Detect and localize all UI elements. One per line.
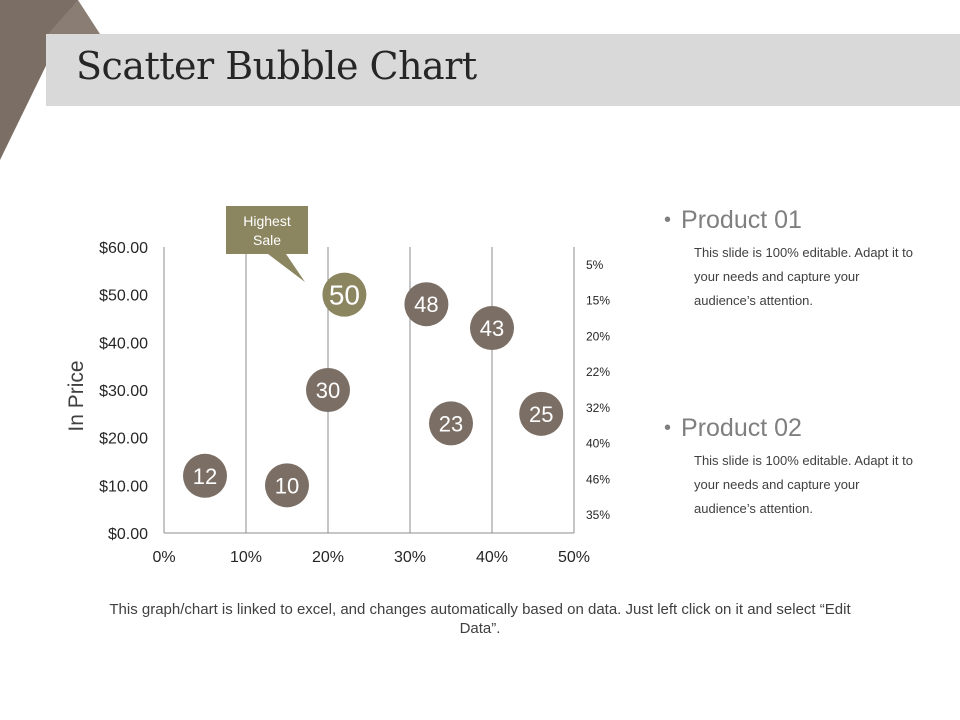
bubble [306, 368, 350, 412]
legend-description: This slide is 100% editable. Adapt it to… [694, 453, 913, 516]
y-tick-label: $10.00 [99, 478, 148, 495]
x-tick-label: 10% [230, 549, 262, 566]
x-tick-label: 20% [312, 549, 344, 566]
legend-title: Product 01 [681, 206, 802, 234]
secondary-axis-label: 15% [586, 294, 610, 308]
legend-title: Product 02 [681, 414, 802, 442]
x-tick-label: 50% [558, 549, 590, 566]
bubble-label: 23 [439, 411, 463, 436]
bubble [265, 463, 309, 508]
x-tick-label: 30% [394, 549, 426, 566]
secondary-axis-label: 35% [586, 508, 610, 522]
y-tick-label: $20.00 [99, 431, 148, 448]
callout-text-line2: Sale [253, 232, 281, 248]
secondary-axis-label: 32% [586, 401, 610, 415]
bullet-icon: • [664, 209, 672, 231]
page-title: Scatter Bubble Chart [76, 44, 477, 88]
x-tick-label: 0% [152, 549, 175, 566]
bubble-label: 50 [329, 280, 360, 311]
bubble [404, 282, 449, 327]
secondary-axis-label: 22% [586, 365, 610, 379]
y-tick-label: $40.00 [99, 335, 148, 352]
bubble-label: 25 [529, 402, 553, 427]
y-axis-title: In Price [65, 360, 88, 431]
secondary-axis-label: 20% [586, 329, 610, 343]
secondary-axis-label: 46% [586, 472, 610, 486]
y-tick-label: $0.00 [108, 526, 148, 543]
legend-description: This slide is 100% editable. Adapt it to… [694, 245, 913, 308]
secondary-axis-label: 40% [586, 437, 610, 451]
bubble [470, 306, 514, 351]
bubble [519, 391, 564, 436]
title-band [46, 34, 960, 106]
footer-note: This graph/chart is linked to excel, and… [109, 601, 851, 637]
legend-product-01: • Product 01 This slide is 100% editable… [664, 206, 924, 313]
callout-text-line1: Highest [243, 213, 291, 229]
bubble-label: 10 [275, 473, 299, 498]
bubble-label: 30 [316, 378, 340, 403]
bubble-label: 48 [414, 292, 438, 317]
bubble-label: 43 [480, 316, 504, 341]
bubble-label: 12 [193, 464, 217, 489]
callout-box [226, 206, 308, 282]
y-tick-label: $60.00 [99, 240, 148, 257]
bubble [322, 272, 367, 317]
bubble [183, 453, 227, 498]
x-tick-label: 40% [476, 549, 508, 566]
y-tick-label: $30.00 [99, 383, 148, 400]
legend-product-02: • Product 02 This slide is 100% editable… [664, 414, 924, 521]
bubble [429, 401, 473, 446]
secondary-axis-label: 5% [586, 258, 604, 272]
y-tick-label: $50.00 [99, 288, 148, 305]
bullet-icon: • [664, 417, 672, 439]
